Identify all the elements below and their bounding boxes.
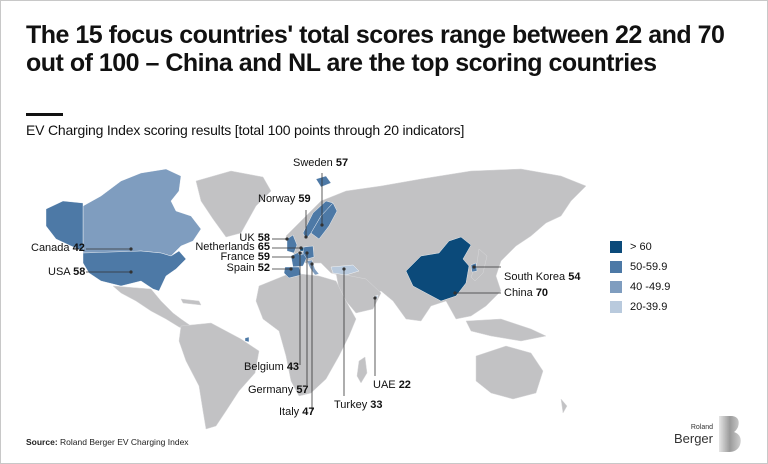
legend-label: > 60 — [630, 241, 652, 253]
africa — [255, 272, 357, 397]
legend-item-50-59: 50-59.9 — [610, 257, 670, 277]
label-uk: UK 58 — [239, 232, 270, 244]
source-text: Roland Berger EV Charging Index — [60, 437, 189, 447]
japan — [470, 248, 488, 282]
country-uk — [286, 234, 298, 254]
label-germany: Germany 57 — [248, 384, 309, 396]
roland-berger-logo: Roland Berger — [673, 415, 753, 455]
source-note: Source: Roland Berger EV Charging Index — [26, 437, 189, 447]
label-turkey: Turkey 33 — [334, 399, 383, 411]
label-spain: Spain 52 — [226, 262, 270, 274]
legend-swatch — [610, 261, 622, 273]
chart-title: The 15 focus countries' total scores ran… — [26, 21, 725, 77]
label-china: China 70 — [504, 287, 549, 299]
legend-swatch — [610, 281, 622, 293]
logo-b-icon — [719, 416, 741, 452]
land-masses — [112, 168, 587, 430]
legend-item-40-49: 40 -49.9 — [610, 277, 670, 297]
madagascar — [356, 356, 368, 384]
world-map — [45, 168, 587, 430]
leader-lines — [86, 173, 501, 411]
source-label: Source: — [26, 437, 58, 447]
greenland — [195, 170, 272, 238]
legend-swatch — [610, 241, 622, 253]
mexico-central-america — [112, 285, 192, 332]
highlighted-countries — [45, 168, 478, 343]
new-zealand — [560, 398, 568, 414]
australia — [475, 345, 544, 400]
title-divider — [26, 113, 63, 116]
south-america — [178, 322, 260, 430]
label-norway: Norway 59 — [258, 193, 311, 205]
label-canada: Canada 42 — [31, 242, 85, 254]
legend-swatch — [610, 301, 622, 313]
label-france: France 59 — [220, 251, 270, 263]
country-usa-alaska — [45, 200, 84, 252]
label-italy: Italy 47 — [279, 406, 315, 418]
legend-label: 50-59.9 — [630, 261, 668, 273]
legend-item-gt60: > 60 — [610, 237, 670, 257]
chart-subtitle: EV Charging Index scoring results [total… — [26, 122, 465, 138]
logo-main-text: Berger — [673, 431, 713, 446]
country-spain — [283, 266, 302, 279]
country-french-guiana — [244, 336, 250, 343]
label-belgium: Belgium 43 — [244, 361, 300, 373]
svalbard — [315, 175, 332, 188]
country-china — [405, 236, 472, 302]
country-usa — [82, 250, 187, 292]
label-usa: USA 58 — [48, 266, 86, 278]
legend-label: 40 -49.9 — [630, 281, 671, 293]
legend-label: 20-39.9 — [630, 301, 668, 313]
legend-item-20-39: 20-39.9 — [610, 297, 670, 317]
map-legend: > 60 50-59.9 40 -49.9 20-39.9 — [610, 237, 670, 317]
country-italy — [306, 259, 320, 276]
label-south-korea: South Korea 54 — [504, 271, 581, 283]
southeast-asia-islands — [465, 318, 547, 342]
label-netherlands: Netherlands 65 — [195, 241, 270, 253]
label-sweden: Sweden 57 — [293, 157, 349, 169]
logo-top-text: Roland — [690, 424, 713, 431]
label-uae: UAE 22 — [373, 379, 411, 391]
country-sweden — [310, 202, 338, 240]
